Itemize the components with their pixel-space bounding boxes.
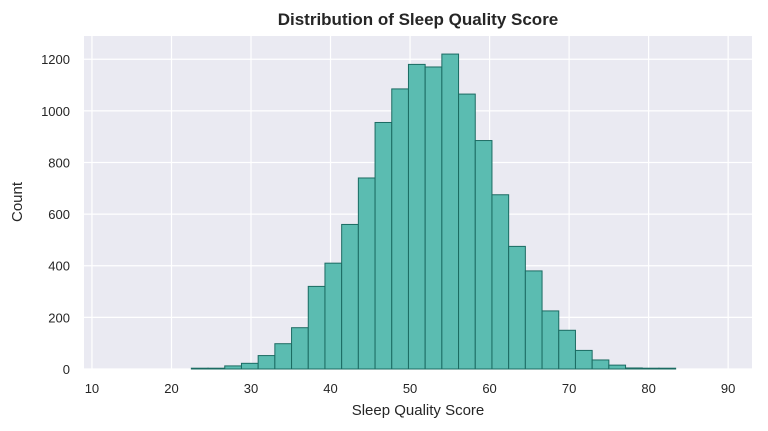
- x-tick-label: 10: [85, 381, 99, 396]
- histogram-bar: [324, 262, 343, 370]
- y-tick-label: 1200: [41, 52, 70, 67]
- x-axis-label: Sleep Quality Score: [352, 402, 485, 419]
- y-tick-label: 600: [48, 207, 70, 222]
- histogram-bar: [608, 364, 627, 370]
- y-tick-label: 800: [48, 155, 70, 170]
- histogram-bar: [341, 223, 359, 370]
- histogram-bar: [190, 367, 209, 370]
- x-tick-label: 60: [482, 381, 496, 396]
- histogram-bar: [474, 140, 493, 370]
- y-tick-label: 400: [48, 259, 70, 274]
- histogram-bar: [541, 310, 560, 370]
- histogram-bar: [291, 327, 309, 370]
- histogram-bar: [574, 349, 593, 370]
- histogram-bar: [224, 365, 242, 370]
- y-tick-label: 1000: [41, 104, 70, 119]
- histogram-bar: [274, 343, 293, 370]
- histogram-bar: [524, 270, 543, 370]
- x-tick-label: 70: [562, 381, 576, 396]
- x-tick-label: 90: [721, 381, 735, 396]
- histogram-bar: [458, 93, 476, 370]
- chart-title: Distribution of Sleep Quality Score: [278, 10, 559, 29]
- histogram-bar: [591, 359, 610, 370]
- x-tick-label: 50: [403, 381, 417, 396]
- x-tick-label: 20: [164, 381, 178, 396]
- x-tick-label: 40: [323, 381, 337, 396]
- y-tick-label: 200: [48, 310, 70, 325]
- histogram-bar: [558, 329, 576, 370]
- histogram-bar: [625, 367, 643, 370]
- y-axis-label: Count: [9, 181, 26, 222]
- histogram-bar: [391, 88, 409, 370]
- histogram-bar: [240, 362, 259, 370]
- x-tick-label: 80: [641, 381, 655, 396]
- histogram-bar: [407, 63, 426, 370]
- histogram-bar: [357, 177, 376, 370]
- histogram-bar: [374, 121, 393, 370]
- histogram-bar: [257, 355, 276, 370]
- histogram-bar: [307, 285, 326, 370]
- histogram-bar: [508, 245, 526, 370]
- histogram-bar: [207, 367, 226, 370]
- histogram-bar: [658, 367, 677, 370]
- histogram-bar: [641, 367, 660, 370]
- histogram-bar: [441, 53, 460, 370]
- histogram-bar: [491, 194, 510, 370]
- x-tick-label: 30: [244, 381, 258, 396]
- y-tick-label: 0: [63, 362, 70, 377]
- histogram-bar: [424, 66, 443, 370]
